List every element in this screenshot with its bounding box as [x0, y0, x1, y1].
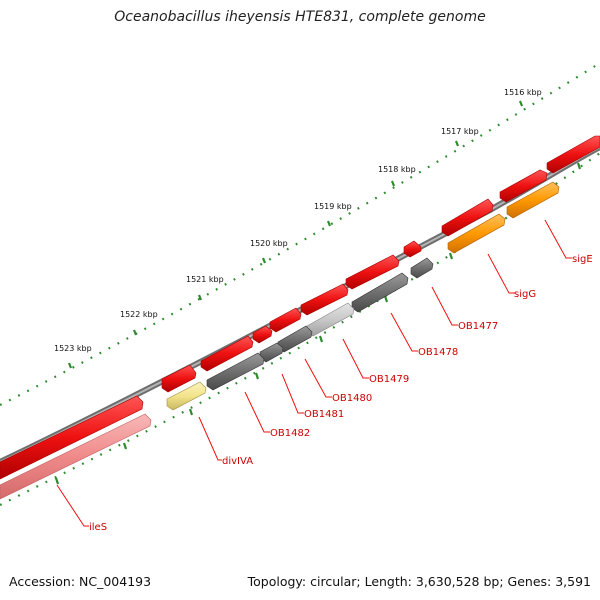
map-title: Oceanobacillus iheyensis HTE831, complet…: [114, 9, 486, 25]
gene-label-ileS: ileS: [89, 522, 107, 533]
label-leaders: [56, 219, 572, 527]
gene-label-OB1480: OB1480: [332, 393, 372, 404]
gene-OB1477-gray[interactable]: [410, 257, 434, 279]
gene-divIVA-yellow[interactable]: [166, 381, 207, 411]
ruler-label-1519: 1519 kbp: [314, 202, 352, 211]
gene-sigE[interactable]: [546, 135, 600, 174]
gene-ileS-fwd-b[interactable]: [0, 395, 144, 480]
inner-ruler-track: [0, 152, 600, 506]
gene-OB1477[interactable]: [441, 198, 494, 237]
ruler-label-1516: 1516 kbp: [504, 88, 542, 97]
gene-OB1481[interactable]: [269, 307, 302, 333]
gene-label-OB1481: OB1481: [304, 409, 344, 420]
gene-ileS-fwd-a[interactable]: [161, 364, 197, 393]
gene-OB1478[interactable]: [403, 240, 422, 258]
gene-divIVA-fwd[interactable]: [200, 335, 254, 372]
leader-OB1478: [390, 312, 418, 352]
gene-OB1480[interactable]: [300, 283, 349, 316]
leader-sigE: [544, 219, 572, 259]
gene-OB1482[interactable]: [252, 325, 273, 344]
leader-divIVA: [198, 416, 222, 461]
gene-ileS-pink[interactable]: [0, 413, 152, 500]
gene-label-OB1482: OB1482: [270, 428, 310, 439]
genome-summary-text: Topology: circular; Length: 3,630,528 bp…: [247, 574, 591, 589]
leader-OB1480: [304, 358, 332, 398]
inner-track-genes: [0, 181, 560, 500]
leader-sigG: [487, 253, 515, 294]
leader-OB1481: [281, 373, 304, 414]
forward-strand-genes: [0, 135, 600, 480]
gene-label-sigG: sigG: [514, 289, 536, 300]
leader-OB1479: [342, 338, 369, 379]
ruler-labels: 1516 kbp 1517 kbp 1518 kbp 1519 kbp 1520…: [54, 88, 542, 353]
gene-label-sigE: sigE: [572, 254, 593, 265]
gene-sigG[interactable]: [499, 169, 548, 203]
accession-text: Accession: NC_004193: [9, 574, 152, 589]
gene-label-divIVA: divIVA: [222, 456, 253, 467]
ruler-label-1521: 1521 kbp: [186, 275, 224, 284]
outer-ruler-major-ticks: [67, 100, 524, 369]
gene-sigE-orange[interactable]: [506, 181, 560, 219]
gene-OB1482-gray[interactable]: [206, 352, 265, 391]
ruler-label-1522: 1522 kbp: [120, 310, 158, 319]
gene-label-OB1477: OB1477: [458, 321, 498, 332]
ruler-label-1518: 1518 kbp: [378, 165, 416, 174]
gene-labels: sigE sigG OB1477 OB1478 OB1479 OB1480 OB…: [89, 254, 593, 533]
outer-ruler-track: [0, 62, 600, 406]
ruler-label-1523: 1523 kbp: [54, 344, 92, 353]
leader-ileS: [56, 484, 89, 527]
leader-OB1482: [244, 391, 270, 433]
gene-sigG-orange[interactable]: [447, 213, 506, 254]
gene-label-OB1479: OB1479: [369, 374, 409, 385]
leader-OB1477: [431, 286, 458, 326]
ruler-label-1517: 1517 kbp: [441, 127, 479, 136]
gene-label-OB1478: OB1478: [418, 347, 458, 358]
gene-OB1479[interactable]: [345, 254, 400, 290]
ruler-label-1520: 1520 kbp: [250, 239, 288, 248]
